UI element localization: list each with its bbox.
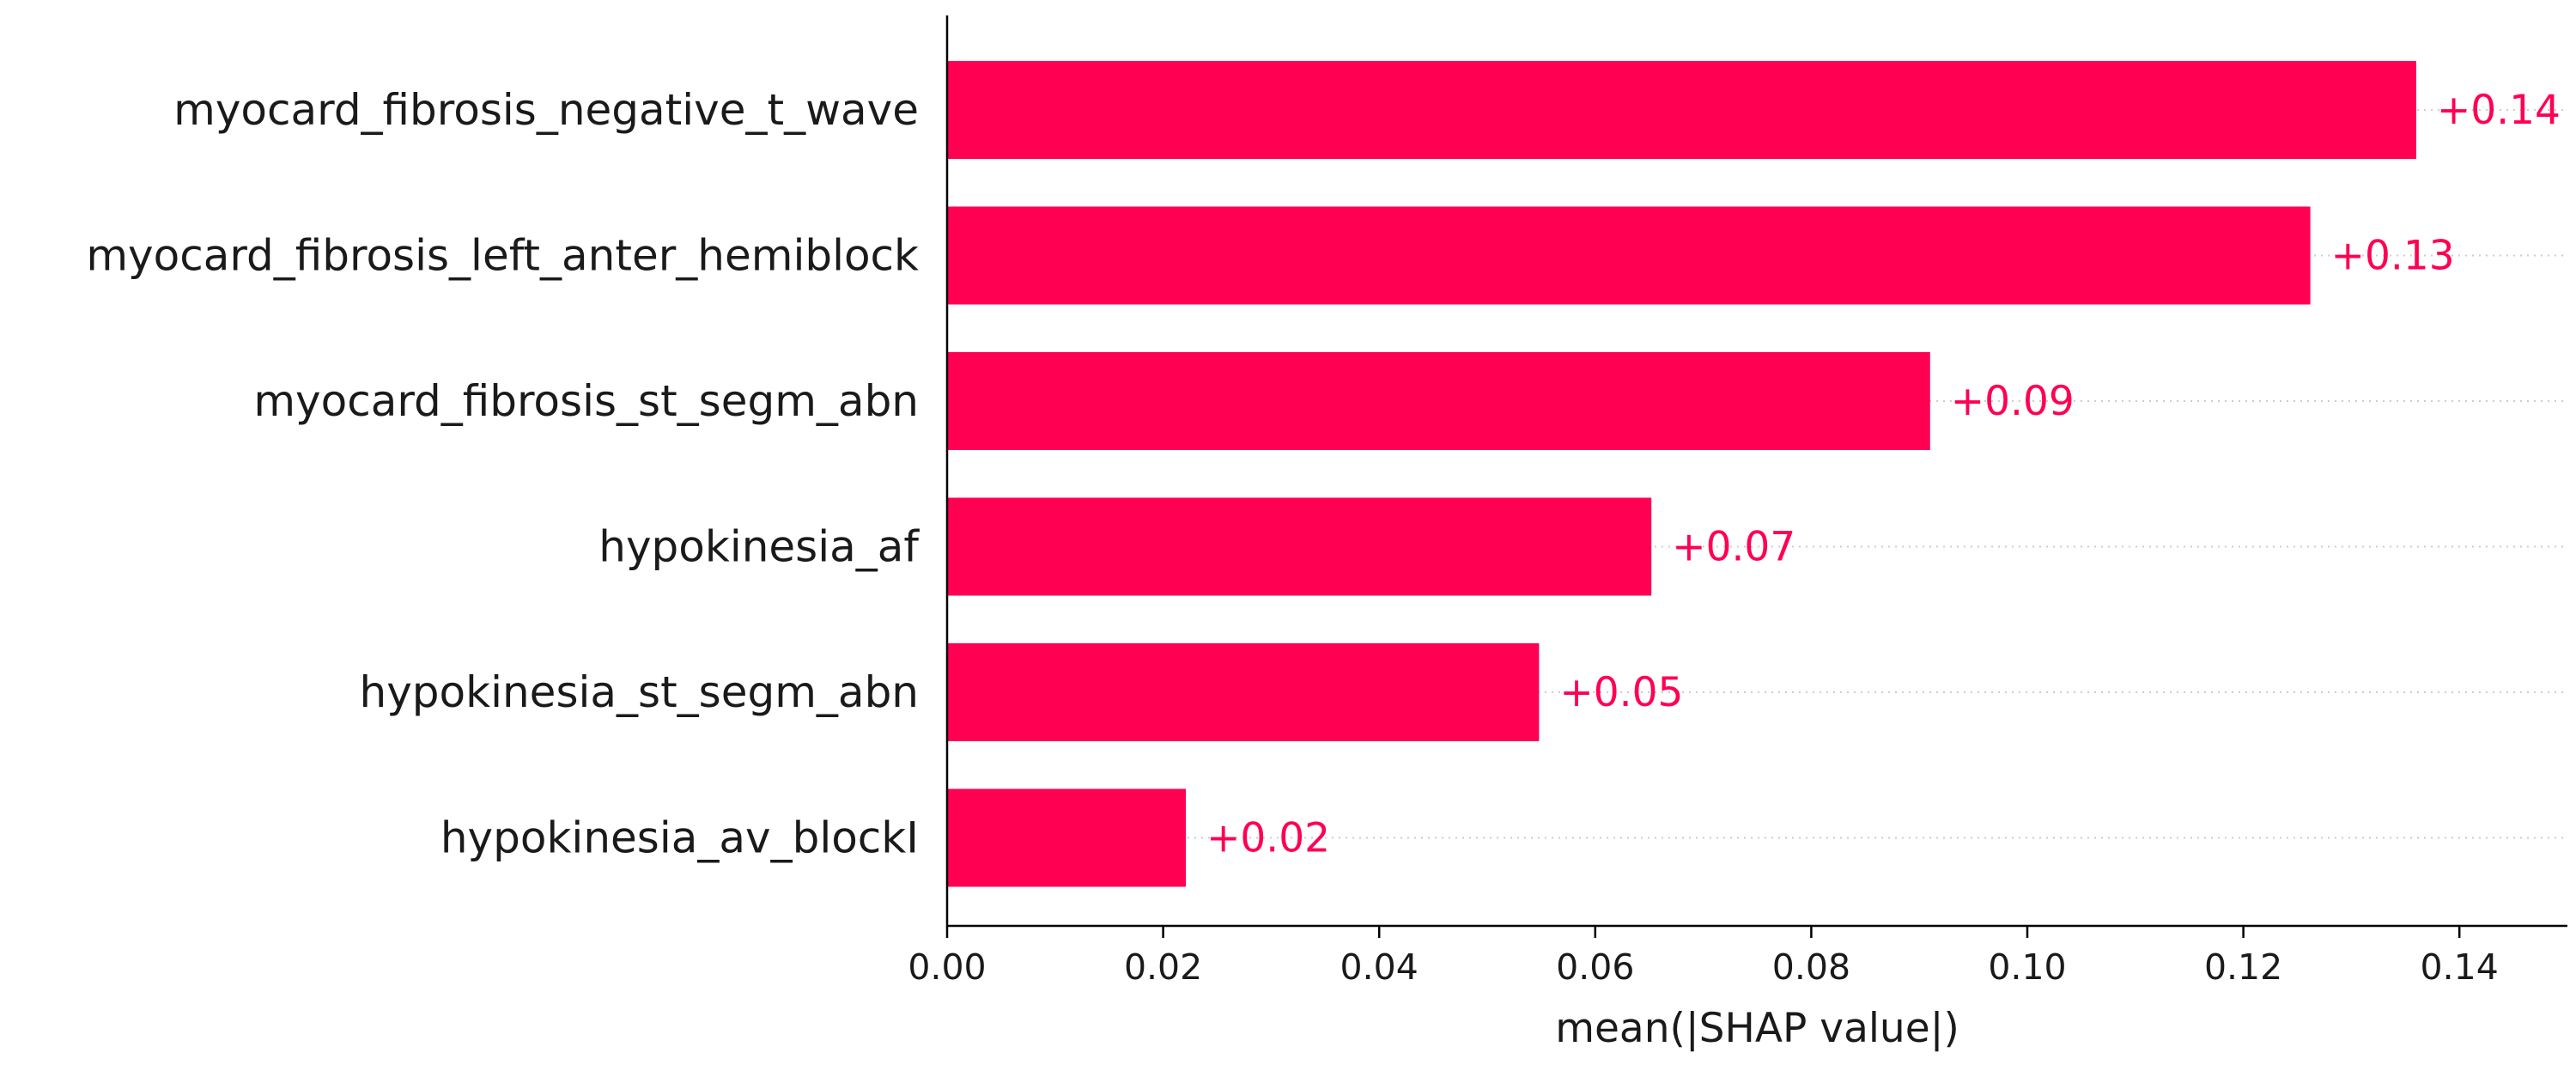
feature-label: hypokinesia_af — [598, 522, 920, 572]
x-tick-group: 0.00 0.02 0.04 0.06 0.08 0.10 0.12 0.14 — [908, 926, 2499, 988]
x-tick-label: 0.08 — [1772, 946, 1850, 988]
x-tick-label: 0.04 — [1340, 946, 1419, 988]
feature-label: myocard_fibrosis_left_anter_hemiblock — [86, 231, 919, 281]
bar-hypokinesia_av_blockI — [947, 788, 1187, 887]
feature-label: hypokinesia_st_segm_abn — [360, 667, 919, 717]
bar-myocard_fibrosis_negative_t_wave — [947, 61, 2416, 159]
value-label: +0.02 — [1206, 815, 1330, 862]
bar-myocard_fibrosis_left_anter_hemiblock — [947, 206, 2311, 305]
x-tick-label: 0.06 — [1556, 946, 1634, 988]
value-label: +0.13 — [2331, 233, 2455, 280]
x-tick-label: 0.00 — [908, 946, 986, 988]
feature-label-group: myocard_fibrosis_negative_t_wave myocard_… — [86, 85, 920, 863]
bar-hypokinesia_af — [947, 497, 1652, 596]
x-axis-label: mean(|SHAP value|) — [1555, 1005, 1959, 1052]
value-label: +0.05 — [1559, 669, 1683, 716]
bar-series — [947, 61, 2416, 887]
value-label: +0.07 — [1672, 524, 1795, 571]
value-label-group: +0.14 +0.13 +0.09 +0.07 +0.05 +0.02 — [1206, 87, 2561, 862]
x-tick-label: 0.12 — [2204, 946, 2282, 988]
feature-label: myocard_fibrosis_negative_t_wave — [173, 85, 919, 135]
bar-hypokinesia_st_segm_abn — [947, 643, 1540, 741]
value-label: +0.09 — [1951, 378, 2075, 425]
bar-myocard_fibrosis_st_segm_abn — [947, 352, 1930, 450]
feature-label: hypokinesia_av_blockI — [440, 813, 919, 863]
x-tick-label: 0.10 — [1988, 946, 2066, 988]
feature-label: myocard_fibrosis_st_segm_abn — [253, 376, 919, 426]
value-label: +0.14 — [2437, 87, 2561, 134]
x-tick-label: 0.02 — [1124, 946, 1202, 988]
x-tick-label: 0.14 — [2421, 946, 2499, 988]
